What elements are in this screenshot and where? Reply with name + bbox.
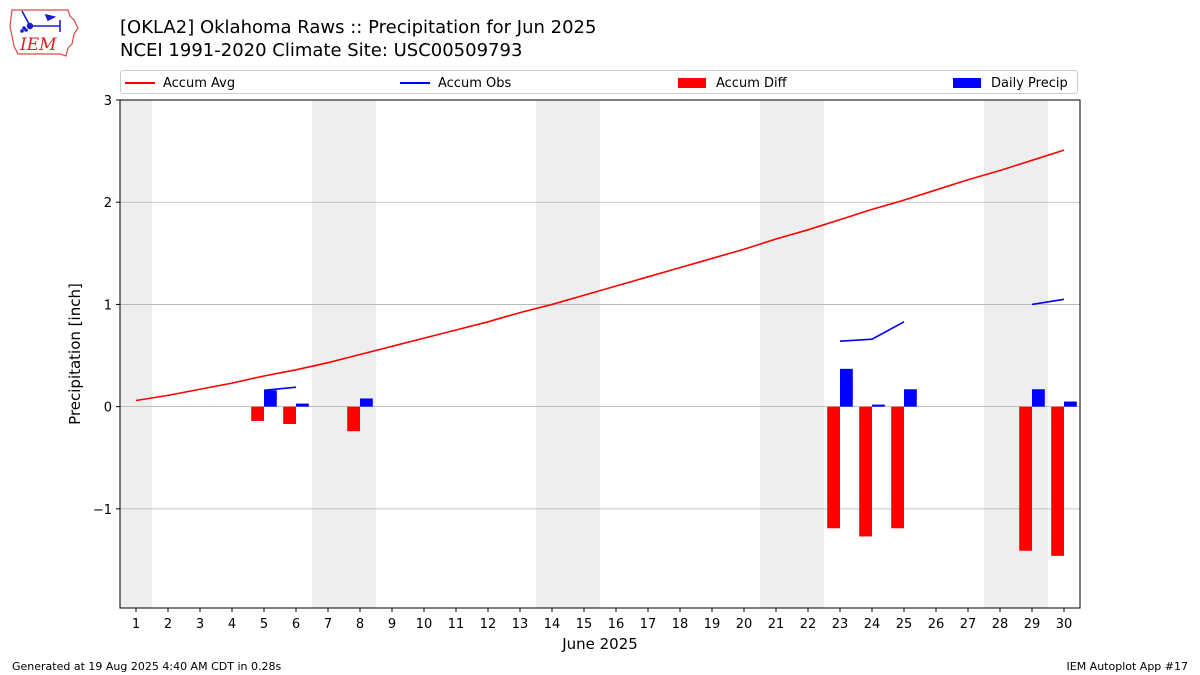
daily-precip-bar-day-25 <box>904 389 917 407</box>
x-tick-label-19: 19 <box>704 617 721 632</box>
accum-obs-line-segment-2 <box>1031 298 1065 306</box>
x-tick-label-6: 6 <box>292 617 300 632</box>
x-tick-label-25: 25 <box>896 617 913 632</box>
x-tick-label-9: 9 <box>388 617 396 632</box>
plot-frame <box>119 99 1081 609</box>
legend-label-daily-precip: Daily Precip <box>991 75 1068 91</box>
y-tick-label-2: 2 <box>104 196 112 211</box>
x-tick-label-13: 13 <box>512 617 529 632</box>
weekend-shade-3 <box>760 100 824 608</box>
iem-logo: IEM <box>9 9 79 57</box>
x-tick-label-16: 16 <box>608 617 625 632</box>
x-tick-label-17: 17 <box>640 617 657 632</box>
legend-label-accum-diff: Accum Diff <box>716 75 787 91</box>
x-tick-label-30: 30 <box>1056 617 1073 632</box>
accum-diff-bar-day-29 <box>1019 406 1032 551</box>
x-tick-label-18: 18 <box>672 617 689 632</box>
x-tick-label-28: 28 <box>992 617 1009 632</box>
x-tick-label-21: 21 <box>768 617 785 632</box>
logo-text: IEM <box>19 35 57 55</box>
y-axis-label: Precipitation [inch] <box>66 283 84 425</box>
y-axis: −1 0 1 2 3 <box>93 94 120 518</box>
x-tick-label-29: 29 <box>1024 617 1041 632</box>
daily-precip-bar-day-6 <box>296 403 309 407</box>
weekend-shade-2 <box>536 100 600 608</box>
chart-subtitle: NCEI 1991-2020 Climate Site: USC00509793 <box>120 40 523 61</box>
legend-swatch-accum-avg <box>125 82 155 84</box>
bar-marks <box>251 368 1077 556</box>
daily-precip-bar-day-8 <box>360 398 373 407</box>
daily-precip-bar-day-29 <box>1032 389 1045 407</box>
y-tick-label-1: 1 <box>104 298 112 313</box>
x-tick-label-8: 8 <box>356 617 364 632</box>
grid-lines <box>120 201 1080 510</box>
x-axis-label: June 2025 <box>561 635 638 653</box>
x-tick-label-3: 3 <box>196 617 204 632</box>
chart-legend: Accum Avg Accum Obs Accum Diff Daily Pre… <box>120 70 1078 94</box>
x-tick-label-27: 27 <box>960 617 977 632</box>
legend-item-accum-obs: Accum Obs <box>400 74 511 92</box>
accum-diff-bar-day-6 <box>283 406 296 425</box>
accum-diff-bar-day-23 <box>827 406 840 529</box>
x-tick-label-1: 1 <box>132 617 140 632</box>
legend-swatch-accum-diff <box>678 78 706 88</box>
x-tick-label-14: 14 <box>544 617 561 632</box>
footer-app: IEM Autoplot App #17 <box>1066 660 1189 673</box>
legend-swatch-daily-precip <box>953 78 981 88</box>
daily-precip-bar-day-24 <box>872 404 885 407</box>
accum-diff-bar-day-25 <box>891 406 904 529</box>
y-tick-label-3: 3 <box>104 94 112 109</box>
legend-item-accum-avg: Accum Avg <box>125 74 235 92</box>
x-tick-label-4: 4 <box>228 617 236 632</box>
accum-avg-line-segment-0 <box>135 149 1065 402</box>
weekend-shade-1 <box>312 100 376 608</box>
daily-precip-bar-day-30 <box>1064 401 1077 407</box>
accum-obs-line-segment-0 <box>263 386 297 392</box>
x-tick-label-20: 20 <box>736 617 753 632</box>
accum-diff-bar-day-5 <box>251 406 264 421</box>
chart-title: [OKLA2] Oklahoma Raws :: Precipitation f… <box>120 17 597 38</box>
weekend-shade-4 <box>984 100 1048 608</box>
accum-obs-line-segment-1 <box>839 321 905 343</box>
y-tick-label--1: −1 <box>93 503 112 518</box>
weekend-shade-0 <box>120 100 152 608</box>
y-tick-label-0: 0 <box>104 401 112 416</box>
x-tick-label-24: 24 <box>864 617 881 632</box>
footer-generated: Generated at 19 Aug 2025 4:40 AM CDT in … <box>12 660 282 673</box>
daily-precip-bar-day-5 <box>264 390 277 407</box>
accum-diff-bar-day-8 <box>347 406 360 432</box>
accum-diff-bar-day-24 <box>859 406 872 537</box>
legend-label-accum-avg: Accum Avg <box>163 75 236 91</box>
x-tick-label-12: 12 <box>480 617 497 632</box>
x-axis: 1 2 3 4 5 6 7 8 9 10 11 12 13 14 15 16 17 18 19 20 21 22 23 24 2… <box>132 608 1072 632</box>
weather-station-icon <box>20 10 61 33</box>
x-tick-label-10: 10 <box>416 617 433 632</box>
line-marks <box>135 149 1065 402</box>
accum-diff-bar-day-30 <box>1051 406 1064 556</box>
legend-item-daily-precip: Daily Precip <box>953 74 1068 92</box>
x-tick-label-5: 5 <box>260 617 268 632</box>
x-tick-label-11: 11 <box>448 617 465 632</box>
x-tick-label-23: 23 <box>832 617 849 632</box>
x-tick-label-26: 26 <box>928 617 945 632</box>
weekend-shading <box>120 100 1048 608</box>
x-tick-label-15: 15 <box>576 617 593 632</box>
legend-label-accum-obs: Accum Obs <box>438 75 512 91</box>
x-tick-label-7: 7 <box>324 617 332 632</box>
legend-swatch-accum-obs <box>400 82 430 84</box>
legend-item-accum-diff: Accum Diff <box>678 74 787 92</box>
x-tick-label-2: 2 <box>164 617 172 632</box>
x-tick-label-22: 22 <box>800 617 817 632</box>
daily-precip-bar-day-23 <box>840 368 853 407</box>
